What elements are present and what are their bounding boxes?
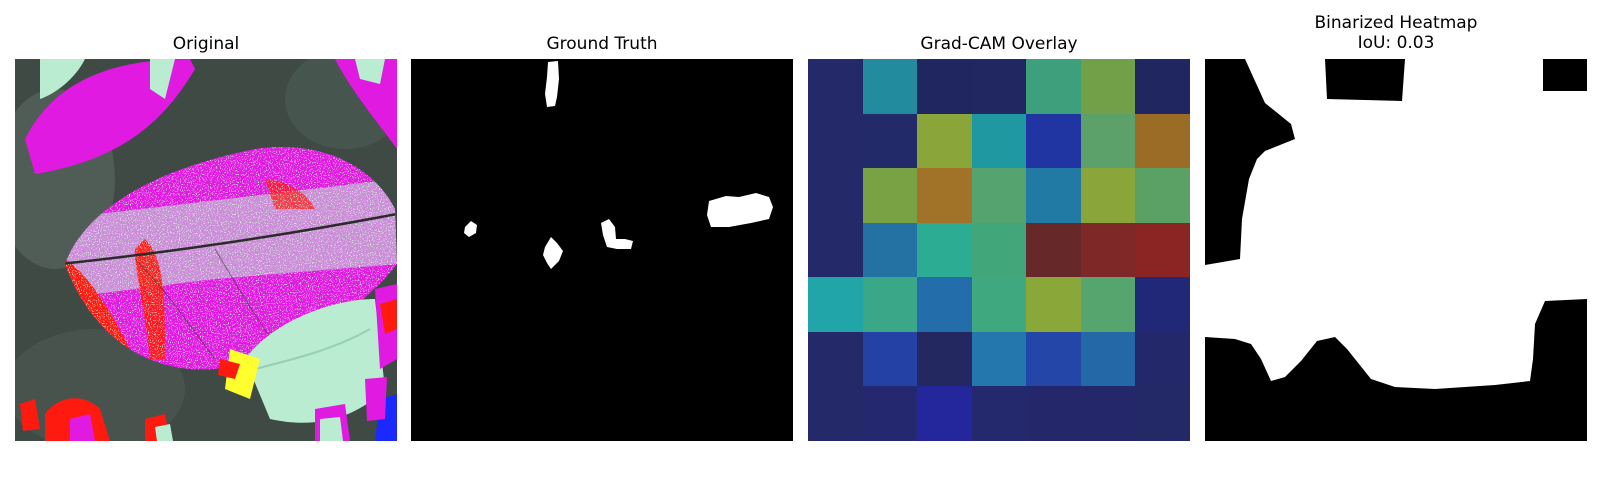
ground-truth-panel bbox=[411, 59, 793, 441]
heatmap-cell bbox=[1026, 59, 1081, 114]
mask-blob bbox=[601, 219, 633, 249]
heatmap-cell bbox=[1135, 168, 1190, 223]
binarized-region bbox=[1205, 59, 1587, 389]
heatmap-cell bbox=[1026, 168, 1081, 223]
original-leaf-image bbox=[15, 59, 397, 441]
heatmap-cell bbox=[1026, 332, 1081, 386]
heatmap-cell bbox=[808, 223, 863, 277]
heatmap-cell bbox=[1135, 277, 1190, 332]
heatmap-cell bbox=[863, 114, 917, 168]
heatmap-cell bbox=[863, 223, 917, 277]
heatmap-cell bbox=[917, 114, 972, 168]
heatmap-cell bbox=[863, 59, 917, 114]
heatmap-cell bbox=[1135, 223, 1190, 277]
heatmap-cell bbox=[917, 59, 972, 114]
heatmap-cell bbox=[972, 332, 1026, 386]
binarized-heatmap-heading: Binarized Heatmap bbox=[1314, 13, 1478, 33]
heatmap-cell bbox=[863, 332, 917, 386]
ground-truth-mask bbox=[411, 59, 793, 441]
gradcam-overlay-title: Grad-CAM Overlay bbox=[920, 34, 1078, 54]
mask-blob bbox=[545, 61, 559, 107]
heatmap-cell bbox=[972, 277, 1026, 332]
heatmap-cell bbox=[1081, 223, 1135, 277]
heatmap-cell bbox=[1081, 277, 1135, 332]
heatmap-cell bbox=[1081, 386, 1135, 441]
gradcam-heatmap-grid bbox=[808, 59, 1190, 441]
heatmap-cell bbox=[917, 223, 972, 277]
heatmap-cell bbox=[917, 168, 972, 223]
heatmap-cell bbox=[863, 168, 917, 223]
heatmap-cell bbox=[1026, 114, 1081, 168]
heatmap-cell bbox=[917, 386, 972, 441]
heatmap-cell bbox=[808, 386, 863, 441]
heatmap-cell bbox=[1081, 168, 1135, 223]
heatmap-cell bbox=[808, 114, 863, 168]
mask-blob bbox=[543, 237, 563, 269]
heatmap-cell bbox=[917, 277, 972, 332]
original-image-panel bbox=[15, 59, 397, 441]
heatmap-cell bbox=[1026, 277, 1081, 332]
heatmap-cell bbox=[1135, 114, 1190, 168]
mask-blob bbox=[464, 221, 477, 237]
heatmap-cell bbox=[972, 168, 1026, 223]
heatmap-cell bbox=[917, 332, 972, 386]
heatmap-cell bbox=[808, 332, 863, 386]
binarized-heatmap-mask bbox=[1205, 59, 1587, 441]
mask-blob bbox=[707, 193, 773, 227]
heatmap-cell bbox=[1135, 332, 1190, 386]
ground-truth-title: Ground Truth bbox=[546, 34, 658, 54]
heatmap-cell bbox=[863, 277, 917, 332]
original-title: Original bbox=[172, 34, 240, 54]
binarized-heatmap-panel bbox=[1205, 59, 1587, 441]
heatmap-cell bbox=[863, 386, 917, 441]
heatmap-cell bbox=[808, 277, 863, 332]
heatmap-cell bbox=[1135, 59, 1190, 114]
heatmap-cell bbox=[972, 114, 1026, 168]
iou-score-label: IoU: 0.03 bbox=[1357, 33, 1435, 53]
heatmap-cell bbox=[1081, 59, 1135, 114]
heatmap-cell bbox=[972, 59, 1026, 114]
heatmap-cell bbox=[808, 168, 863, 223]
heatmap-cell bbox=[1081, 332, 1135, 386]
heatmap-cell bbox=[972, 386, 1026, 441]
heatmap-cell bbox=[972, 223, 1026, 277]
heatmap-cell bbox=[1026, 223, 1081, 277]
gradcam-overlay-panel bbox=[808, 59, 1190, 441]
heatmap-cell bbox=[1081, 114, 1135, 168]
heatmap-cell bbox=[808, 59, 863, 114]
binarized-heatmap-title: Binarized Heatmap IoU: 0.03 bbox=[1205, 13, 1587, 53]
heatmap-cell bbox=[1135, 386, 1190, 441]
heatmap-cell bbox=[1026, 386, 1081, 441]
